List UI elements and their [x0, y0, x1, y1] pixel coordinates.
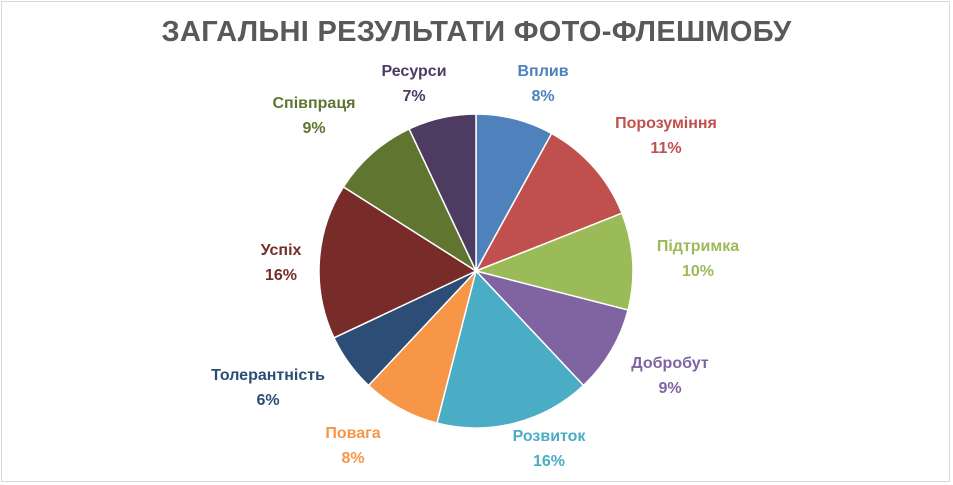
- slice-category-label: Співпраця: [272, 95, 355, 112]
- chart-title: ЗАГАЛЬНІ РЕЗУЛЬТАТИ ФОТО-ФЛЕШМОБУ: [161, 16, 792, 48]
- slice-value-label: 9%: [658, 380, 681, 397]
- slice-category-label: Підтримка: [657, 238, 739, 255]
- slice-category-label: Розвиток: [513, 428, 587, 445]
- slice-category-label: Вплив: [517, 63, 568, 80]
- slice-category-label: Повага: [325, 425, 380, 442]
- slice-category-label: Толерантність: [211, 367, 325, 384]
- slice-category-label: Успіх: [261, 242, 302, 259]
- pie-slices: [318, 113, 634, 429]
- slice-value-label: 9%: [302, 120, 325, 137]
- pie-slice-8: [318, 185, 478, 339]
- pie-slice-5: [436, 269, 585, 429]
- pie-slice-4: [473, 269, 629, 387]
- slice-value-label: 8%: [341, 450, 364, 467]
- slice-value-label: 10%: [682, 263, 714, 280]
- slice-value-label: 8%: [531, 88, 554, 105]
- pie-slice-2: [474, 132, 623, 273]
- slice-category-label: Добробут: [631, 355, 709, 372]
- pie-slice-10: [408, 113, 477, 272]
- slice-category-label: Ресурси: [381, 63, 446, 80]
- pie-slice-3: [473, 212, 634, 311]
- slice-value-label: 11%: [650, 140, 681, 157]
- pie-labels: Вплив 8% Порозуміння 11% Підтримка 10% Добробу…: [211, 63, 739, 470]
- pie-slice-9: [342, 127, 478, 274]
- slice-value-label: 7%: [402, 88, 425, 105]
- slice-value-label: 6%: [256, 392, 279, 409]
- slice-value-label: 16%: [533, 453, 565, 470]
- slice-value-label: 16%: [265, 267, 297, 284]
- slice-category-label: Порозуміння: [615, 115, 717, 132]
